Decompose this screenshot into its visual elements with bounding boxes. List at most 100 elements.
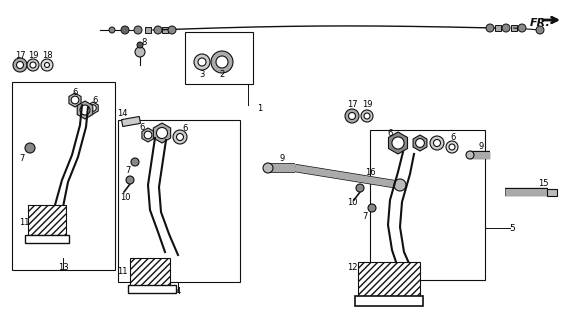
Circle shape [168, 26, 176, 34]
Circle shape [194, 54, 210, 70]
Circle shape [126, 176, 134, 184]
Circle shape [17, 61, 23, 68]
Bar [25, 235, 69, 243]
Text: 8: 8 [142, 37, 147, 46]
Text: 19: 19 [28, 51, 38, 60]
Circle shape [135, 47, 145, 57]
Circle shape [446, 141, 458, 153]
Circle shape [434, 140, 441, 147]
Bar [358, 262, 420, 297]
Polygon shape [77, 101, 93, 119]
Circle shape [394, 179, 406, 191]
Text: 9: 9 [280, 154, 285, 163]
Circle shape [356, 184, 364, 192]
Text: 7: 7 [125, 165, 131, 174]
Polygon shape [388, 132, 407, 154]
Circle shape [345, 109, 359, 123]
Polygon shape [69, 93, 81, 107]
Circle shape [430, 136, 444, 150]
Text: 6: 6 [182, 124, 188, 132]
Bar [162, 27, 168, 33]
Text: 6: 6 [450, 132, 456, 141]
Bar [547, 188, 557, 196]
Text: 11: 11 [117, 268, 127, 276]
Circle shape [121, 26, 129, 34]
Circle shape [25, 143, 35, 153]
Text: 10: 10 [120, 193, 130, 202]
Circle shape [144, 131, 152, 139]
Circle shape [45, 62, 49, 68]
Bar [130, 258, 170, 286]
Circle shape [173, 130, 187, 144]
Circle shape [502, 24, 510, 32]
Text: 9: 9 [478, 141, 484, 150]
Circle shape [368, 204, 376, 212]
Text: 2: 2 [219, 69, 225, 78]
Circle shape [30, 62, 36, 68]
Text: 11: 11 [19, 218, 29, 227]
Polygon shape [154, 123, 171, 143]
Bar [370, 130, 485, 280]
Circle shape [134, 26, 142, 34]
Polygon shape [88, 102, 98, 114]
Text: 17: 17 [347, 100, 358, 108]
Text: 14: 14 [117, 108, 127, 117]
Text: 6: 6 [387, 129, 393, 138]
Circle shape [131, 158, 139, 166]
Circle shape [348, 113, 355, 119]
Circle shape [536, 26, 544, 34]
Text: 3: 3 [199, 69, 205, 78]
Polygon shape [142, 128, 154, 142]
Text: 6: 6 [72, 87, 78, 97]
Circle shape [466, 151, 474, 159]
Text: 7: 7 [19, 154, 25, 163]
Circle shape [216, 56, 228, 68]
Bar [185, 32, 253, 84]
Polygon shape [413, 135, 427, 151]
Bar [511, 25, 517, 31]
Text: 4: 4 [175, 287, 180, 297]
Circle shape [27, 59, 39, 71]
Bar [118, 120, 240, 282]
Circle shape [109, 27, 115, 33]
Circle shape [71, 96, 79, 104]
Text: 13: 13 [58, 263, 68, 273]
Text: 10: 10 [347, 197, 357, 206]
Circle shape [518, 24, 526, 32]
Circle shape [449, 144, 455, 150]
Circle shape [486, 24, 494, 32]
Text: 15: 15 [537, 179, 548, 188]
Circle shape [263, 163, 273, 173]
Text: 17: 17 [15, 51, 25, 60]
Bar [12, 82, 115, 270]
Text: 19: 19 [362, 100, 372, 108]
Circle shape [415, 139, 425, 148]
Circle shape [154, 26, 162, 34]
Circle shape [361, 110, 373, 122]
Circle shape [80, 105, 90, 115]
Circle shape [198, 58, 206, 66]
Bar [495, 25, 501, 31]
Text: 1: 1 [257, 103, 262, 113]
Text: 5: 5 [509, 223, 515, 233]
Circle shape [41, 59, 53, 71]
Text: FR.: FR. [530, 18, 551, 28]
Bar [128, 285, 176, 293]
Text: 12: 12 [347, 263, 357, 273]
Bar [145, 27, 151, 33]
Text: 6: 6 [92, 95, 97, 105]
Circle shape [364, 113, 370, 119]
Circle shape [13, 58, 27, 72]
Text: 7: 7 [362, 212, 368, 220]
Circle shape [156, 127, 167, 139]
Text: 16: 16 [364, 167, 375, 177]
Circle shape [392, 137, 404, 149]
Text: 6: 6 [139, 123, 145, 132]
Text: 18: 18 [42, 51, 52, 60]
Circle shape [176, 133, 183, 140]
Bar [28, 205, 66, 235]
Circle shape [137, 42, 143, 48]
Circle shape [211, 51, 233, 73]
Circle shape [90, 105, 96, 111]
Bar [355, 296, 423, 306]
